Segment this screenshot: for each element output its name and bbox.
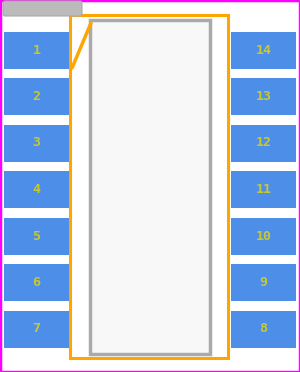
Bar — [4, 171, 69, 208]
Bar — [4, 32, 69, 68]
FancyBboxPatch shape — [3, 1, 82, 16]
Text: 9: 9 — [260, 276, 268, 289]
Bar — [4, 218, 69, 254]
Text: 11: 11 — [256, 183, 272, 196]
Bar — [70, 15, 228, 358]
Text: 2: 2 — [32, 90, 40, 103]
Bar — [231, 171, 296, 208]
Text: 12: 12 — [256, 137, 272, 150]
Bar — [231, 125, 296, 161]
Text: 10: 10 — [256, 230, 272, 243]
Text: 3: 3 — [32, 137, 40, 150]
Text: 5: 5 — [32, 230, 40, 243]
Text: 8: 8 — [260, 323, 268, 336]
Bar — [231, 264, 296, 301]
Text: 14: 14 — [256, 44, 272, 57]
Text: 1: 1 — [32, 44, 40, 57]
Text: 7: 7 — [32, 323, 40, 336]
Bar — [231, 32, 296, 68]
Bar — [90, 20, 210, 354]
Bar — [4, 264, 69, 301]
Text: 4: 4 — [32, 183, 40, 196]
Bar — [231, 78, 296, 115]
Bar — [4, 125, 69, 161]
Bar — [4, 311, 69, 347]
Text: 6: 6 — [32, 276, 40, 289]
Bar — [231, 218, 296, 254]
Text: 13: 13 — [256, 90, 272, 103]
Bar — [231, 311, 296, 347]
Bar — [4, 78, 69, 115]
